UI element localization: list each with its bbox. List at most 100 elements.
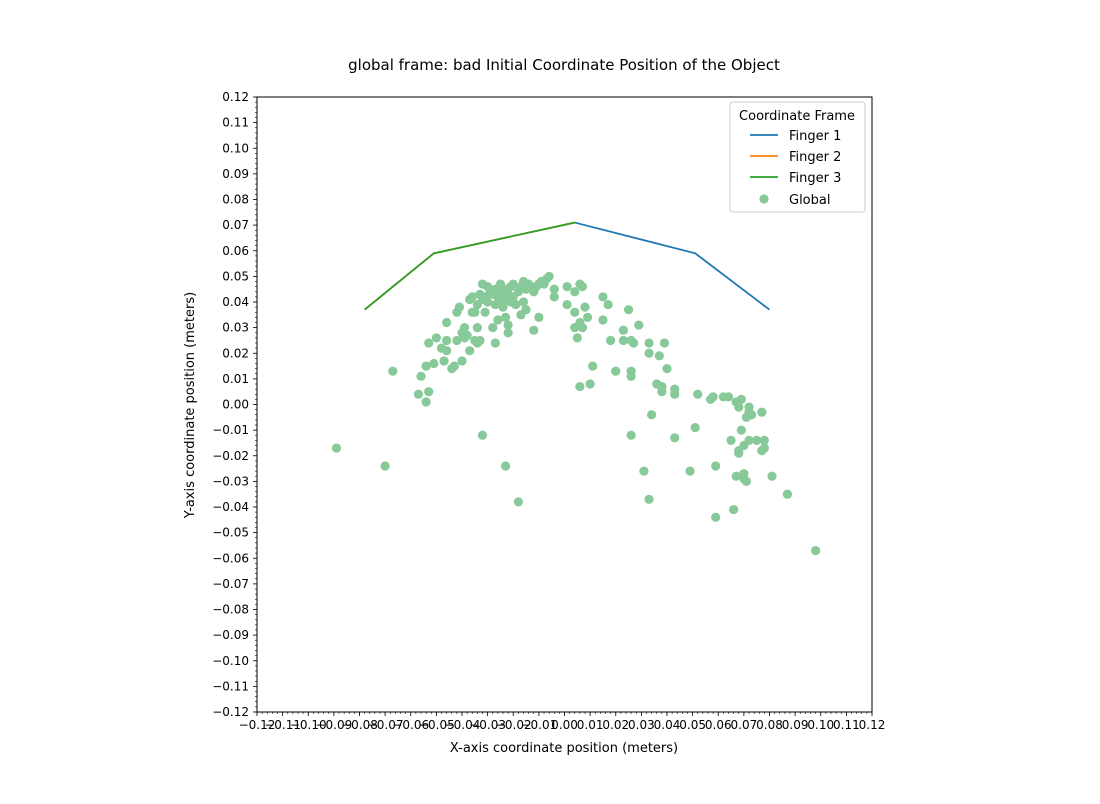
scatter-point <box>570 307 580 317</box>
y-tick-label: 0.08 <box>222 193 249 207</box>
scatter-point <box>511 299 521 310</box>
scatter-point <box>662 364 672 374</box>
scatter-point <box>626 430 636 440</box>
scatter-point <box>477 430 488 440</box>
scatter-point <box>416 371 426 381</box>
x-tick-label: 0.05 <box>679 718 706 732</box>
scatter-point <box>483 297 493 307</box>
scatter-point <box>498 302 508 312</box>
scatter-point <box>462 330 472 340</box>
y-tick-label: −0.12 <box>212 705 249 719</box>
scatter-point <box>723 392 734 402</box>
x-tick-label: 0.00 <box>551 718 578 732</box>
scatter-point <box>424 338 434 348</box>
x-tick-label: 0.03 <box>628 718 655 732</box>
scatter-point <box>470 307 480 317</box>
x-tick-label: 0.08 <box>756 718 783 732</box>
y-tick-label: −0.11 <box>212 679 249 693</box>
y-tick-label: 0.12 <box>222 90 249 104</box>
scatter-point <box>693 389 703 399</box>
y-tick-label: −0.02 <box>212 449 249 463</box>
x-tick-label: 0.01 <box>577 718 604 732</box>
y-axis-label: Y-axis coordinate position (meters) <box>183 292 198 519</box>
scatter-point <box>657 381 667 392</box>
y-tick-label: −0.08 <box>212 603 249 617</box>
scatter-point <box>634 320 644 330</box>
scatter-point <box>475 335 485 346</box>
scatter-point <box>380 461 390 471</box>
legend-entries: Finger 1 Finger 2 Finger 3 Global <box>750 129 841 208</box>
scatter-point <box>598 292 608 302</box>
scatter-point <box>562 282 572 292</box>
x-tick-label: −0.09 <box>315 718 352 732</box>
scatter-point <box>618 325 629 335</box>
scatter-point <box>759 435 769 445</box>
scatter-point <box>500 312 511 322</box>
y-tick-label: 0.11 <box>222 116 249 130</box>
scatter-point <box>421 361 431 371</box>
x-tick-label: −0.02 <box>495 718 532 732</box>
scatter-point <box>741 476 752 486</box>
scatter-point <box>729 504 739 515</box>
scatter-point <box>736 425 746 435</box>
scatter-point <box>465 346 475 356</box>
scatter-point <box>549 284 559 294</box>
y-tick-label: 0.10 <box>222 141 249 155</box>
y-tick-label: 0.05 <box>222 269 249 283</box>
scatter-point <box>577 323 588 333</box>
scatter-point <box>500 461 511 471</box>
scatter-point <box>811 545 821 556</box>
scatter-point <box>452 335 462 346</box>
scatter-point <box>413 389 424 399</box>
scatter-point <box>639 466 649 476</box>
scatter-point <box>454 302 465 312</box>
scatter-point <box>603 299 613 310</box>
scatter-point <box>618 335 629 346</box>
scatter-point <box>575 381 585 392</box>
scatter-point <box>439 356 449 366</box>
scatter-point <box>711 461 721 471</box>
x-tick-label: 0.12 <box>859 718 886 732</box>
y-tick-label: −0.07 <box>212 577 249 591</box>
scatter-point <box>736 394 746 404</box>
x-tick-label: −0.04 <box>444 718 481 732</box>
scatter-point <box>513 497 523 507</box>
scatter-point <box>629 338 639 348</box>
x-tick-label: 0.06 <box>705 718 732 732</box>
y-tick-label: 0.09 <box>222 167 249 181</box>
y-tick-label: 0.06 <box>222 244 249 258</box>
legend-label: Finger 3 <box>789 171 841 186</box>
scatter-point <box>529 325 539 335</box>
scatter-point <box>442 346 452 356</box>
scatter-point <box>644 494 654 504</box>
scatter-point <box>734 402 744 412</box>
scatter-point <box>623 305 634 315</box>
x-tick-label: 0.11 <box>833 718 860 732</box>
finger-1-line <box>574 221 771 311</box>
scatter-point <box>534 312 544 322</box>
scatter-point <box>424 387 434 397</box>
scatter-point <box>544 271 554 281</box>
y-tick-label: 0.00 <box>222 398 249 412</box>
scatter-point <box>503 320 513 330</box>
scatter-point <box>457 356 467 366</box>
scatter-point <box>570 287 580 297</box>
y-tick-label: 0.02 <box>222 346 249 360</box>
x-tick-label: −0.03 <box>469 718 506 732</box>
scatter-point <box>647 410 657 420</box>
x-axis: −0.12−0.11−0.10−0.09−0.08−0.07−0.06−0.05… <box>239 712 886 732</box>
scatter-point <box>518 297 529 307</box>
y-tick-label: −0.10 <box>212 654 249 668</box>
scatter-point <box>459 323 470 333</box>
scatter-point <box>388 366 398 376</box>
scatter-point <box>670 433 680 443</box>
x-tick-label: −0.12 <box>239 718 276 732</box>
scatter-point <box>421 397 431 407</box>
x-axis-label: X-axis coordinate position (meters) <box>450 741 678 756</box>
scatter-point <box>580 302 590 312</box>
scatter-point <box>508 279 518 289</box>
scatter-point <box>670 389 680 399</box>
x-tick-label: 0.07 <box>731 718 758 732</box>
